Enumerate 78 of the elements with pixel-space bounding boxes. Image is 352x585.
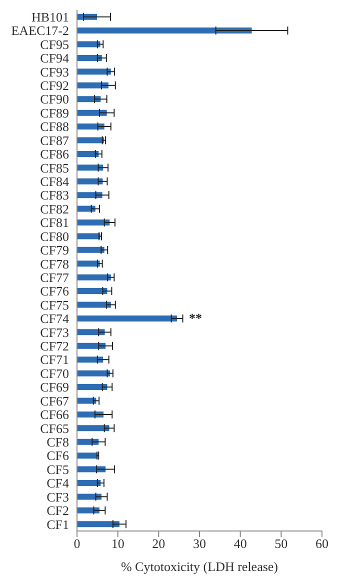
bar bbox=[77, 466, 106, 472]
bar bbox=[77, 233, 100, 240]
bar bbox=[77, 452, 98, 459]
bar bbox=[77, 370, 110, 376]
y-tick-label: CF75 bbox=[40, 297, 69, 312]
y-tick-label: CF4 bbox=[46, 476, 70, 491]
y-tick-label: CF78 bbox=[40, 256, 69, 272]
y-tick-label: CF90 bbox=[40, 92, 69, 107]
y-tick-label: CF87 bbox=[40, 132, 70, 148]
y-tick-label: CF73 bbox=[40, 324, 69, 340]
y-tick-label: CF71 bbox=[40, 352, 69, 368]
y-tick-label: CF79 bbox=[40, 242, 69, 258]
x-tick-label: 20 bbox=[152, 536, 166, 552]
y-tick-label: CF86 bbox=[40, 146, 70, 162]
bar bbox=[77, 521, 120, 528]
bar bbox=[77, 41, 100, 48]
bar bbox=[77, 425, 110, 432]
annotation: ** bbox=[189, 310, 202, 326]
bar bbox=[77, 384, 108, 390]
bar bbox=[77, 137, 104, 144]
bar bbox=[77, 356, 104, 363]
y-tick-label: CF5 bbox=[46, 462, 69, 477]
y-tick-label: CF81 bbox=[40, 215, 69, 230]
bar bbox=[77, 110, 107, 116]
bar bbox=[77, 219, 110, 226]
y-tick-label: CF85 bbox=[40, 160, 69, 176]
bar bbox=[77, 82, 108, 88]
y-tick-label: CF69 bbox=[40, 380, 69, 395]
y-tick-label: CF82 bbox=[40, 201, 69, 216]
y-tick-label: CF80 bbox=[40, 228, 69, 244]
y-tick-label: CF3 bbox=[46, 489, 69, 504]
y-tick-label: CF67 bbox=[40, 393, 70, 408]
y-tick-label: CF89 bbox=[40, 105, 69, 120]
y-tick-label: CF8 bbox=[46, 434, 69, 450]
bar bbox=[77, 68, 111, 75]
y-tick-label: CF65 bbox=[40, 420, 69, 436]
x-tick-label: 0 bbox=[74, 536, 80, 552]
y-tick-label: CF6 bbox=[46, 448, 70, 464]
bar bbox=[77, 274, 111, 280]
bar bbox=[77, 192, 102, 198]
bar bbox=[77, 315, 178, 322]
bar bbox=[77, 28, 252, 34]
bar bbox=[77, 178, 103, 184]
y-tick-label: CF74 bbox=[40, 311, 70, 326]
y-tick-label: CF83 bbox=[40, 188, 69, 203]
y-tick-label: CF76 bbox=[40, 284, 70, 299]
bar bbox=[77, 480, 101, 486]
y-tick-label: CF93 bbox=[40, 64, 69, 80]
bar bbox=[77, 54, 102, 61]
y-tick-label: CF92 bbox=[40, 78, 69, 94]
y-tick-label: EAEC17-2 bbox=[11, 23, 69, 38]
bar bbox=[77, 302, 111, 308]
bar bbox=[77, 164, 104, 171]
bar bbox=[77, 329, 105, 336]
y-tick-label: CF77 bbox=[40, 270, 70, 285]
bar bbox=[77, 246, 104, 253]
bar bbox=[77, 260, 100, 267]
bar bbox=[77, 124, 104, 130]
y-tick-label: CF88 bbox=[40, 119, 69, 134]
bar bbox=[77, 150, 99, 157]
y-tick-label: CF1 bbox=[46, 516, 69, 532]
x-tick-label: 50 bbox=[274, 536, 288, 552]
x-tick-label: 30 bbox=[193, 536, 206, 552]
y-tick-label: CF95 bbox=[40, 36, 69, 52]
y-tick-label: CF72 bbox=[40, 338, 69, 354]
y-tick-label: CF66 bbox=[40, 407, 70, 422]
bar bbox=[77, 494, 102, 500]
y-tick-label: CF2 bbox=[46, 503, 69, 518]
x-tick-label: 60 bbox=[316, 536, 328, 552]
y-tick-label: CF70 bbox=[40, 366, 69, 381]
x-tick-label: 10 bbox=[111, 536, 124, 552]
bar bbox=[77, 342, 106, 349]
x-axis-title: % Cytotoxicity (LDH release) bbox=[120, 559, 278, 574]
y-tick-label: CF84 bbox=[40, 174, 70, 189]
x-tick-label: 40 bbox=[234, 536, 247, 552]
bar bbox=[77, 288, 108, 294]
y-tick-label: HB101 bbox=[31, 9, 69, 24]
y-tick-label: CF94 bbox=[40, 50, 70, 66]
